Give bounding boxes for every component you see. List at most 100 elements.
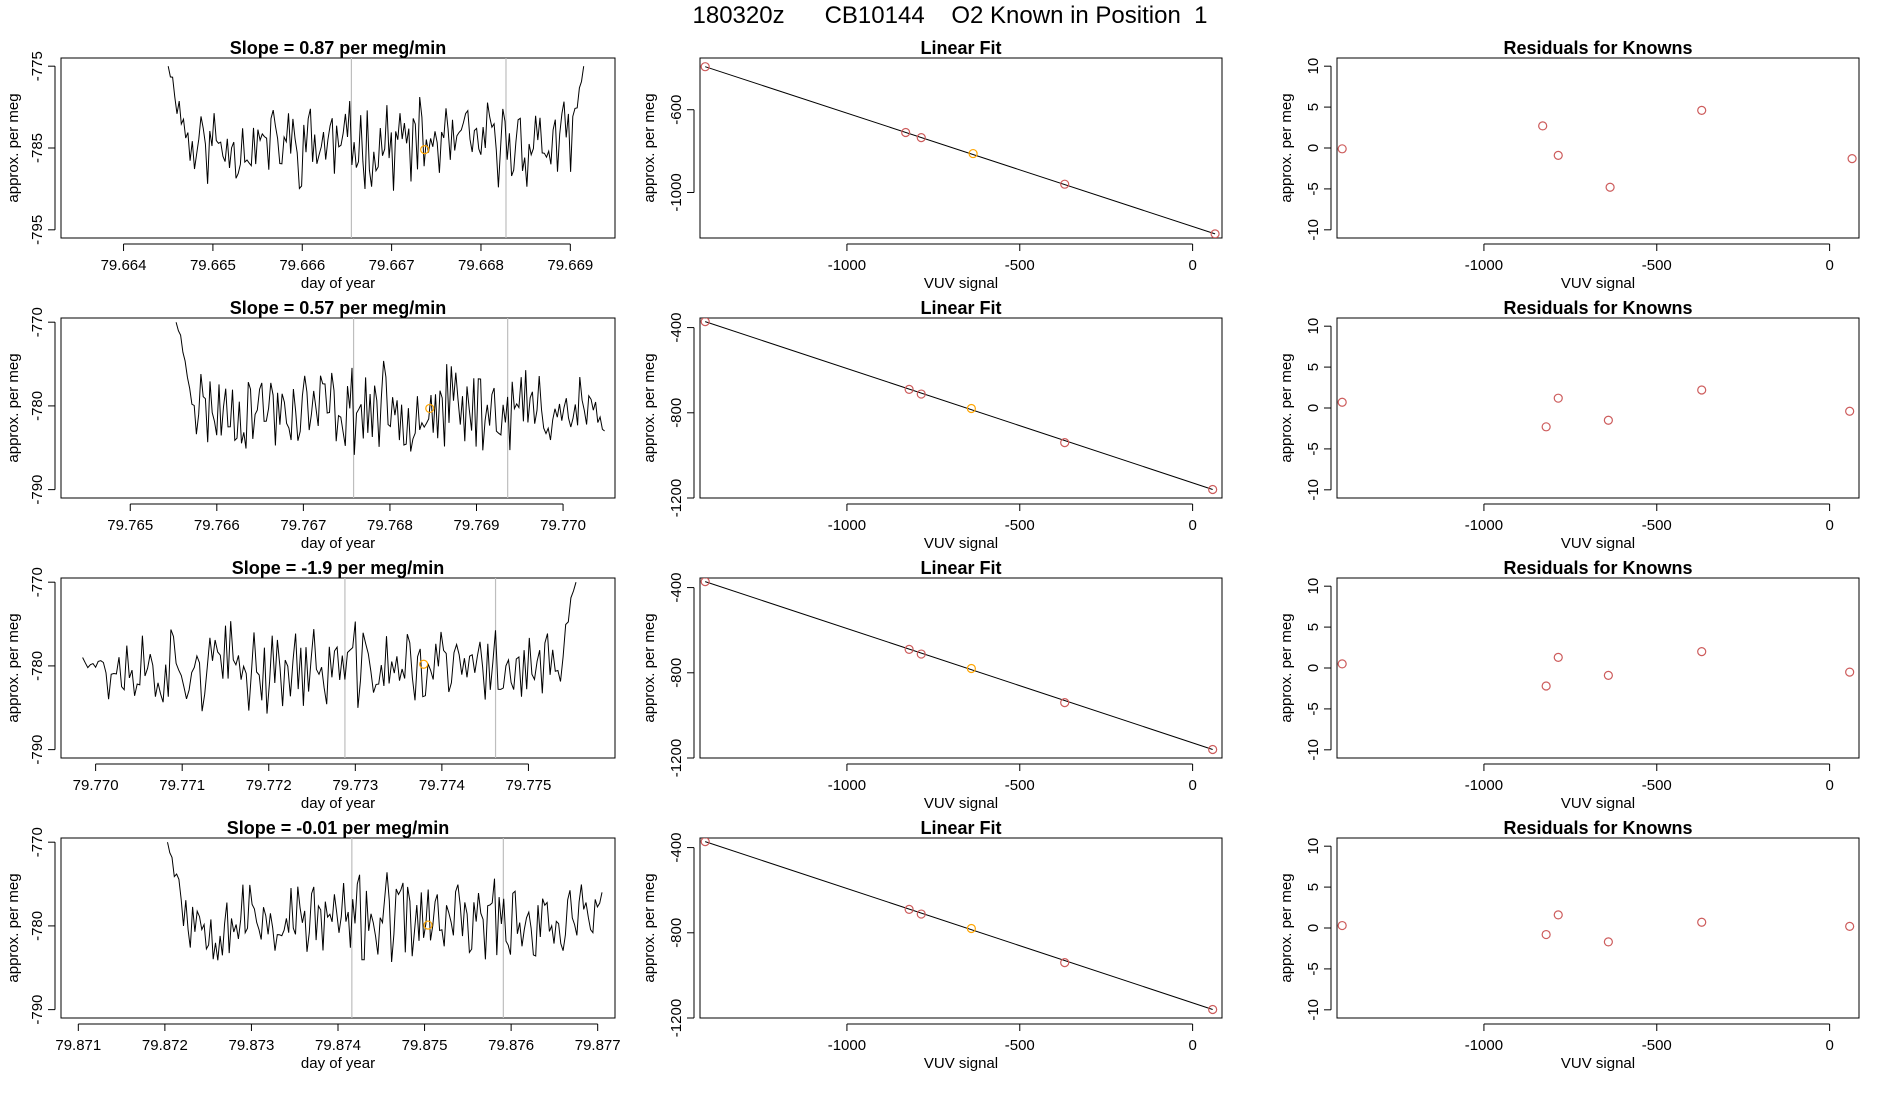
x-tick-label: 79.766 [194,517,240,534]
highlight-point [966,403,976,414]
plot-frame [1336,577,1860,759]
y-tick-label: 10 [1305,58,1322,75]
data-point [1060,958,1070,968]
data-point [1060,179,1070,189]
plot-area [175,318,605,498]
x-axis-label: day of year [301,1055,375,1072]
y-axis-label: approx. per meg [641,93,658,202]
y-tick-label: -10 [1305,999,1322,1021]
panel-title: Slope = -1.9 per meg/min [232,558,445,578]
plot-area [1337,647,1855,691]
x-tick-label: -1000 [828,777,866,794]
x-tick-label: 79.775 [505,777,551,794]
x-axis-label: VUV signal [924,535,998,552]
y-tick-label: -1000 [668,173,685,211]
x-tick-label: 79.772 [246,777,292,794]
y-tick-label: -600 [668,95,685,125]
data-point [1210,229,1220,238]
panel-r1-fit: Linear Fit -1000 -500 0 VUV signal -600 -1000 a… [641,38,1223,292]
plot-area [700,578,1218,755]
data-point [1603,670,1613,680]
y-axis-label: approx. per meg [5,873,22,982]
plot-area [700,838,1218,1015]
panel-title: Linear Fit [920,298,1001,318]
y-tick-label: 10 [1305,318,1322,335]
y-axis-label: approx. per meg [641,873,658,982]
x-tick-label: 79.873 [228,1037,274,1054]
data-point [1603,937,1613,947]
x-tick-label: -1000 [828,257,866,274]
x-tick-label: -500 [1642,1037,1672,1054]
y-tick-label: 0 [1305,144,1322,152]
x-tick-label: 79.769 [454,517,500,534]
plot-frame [1336,317,1860,499]
y-tick-label: -1200 [668,479,685,517]
highlight-point [966,663,976,674]
y-tick-label: 5 [1305,103,1322,111]
y-tick-label: -5 [1305,962,1322,975]
y-tick-label: -790 [29,995,46,1025]
plot-frame [60,57,616,239]
y-tick-label: 5 [1305,883,1322,891]
fit-line [705,841,1213,1010]
x-tick-label: 79.874 [315,1037,361,1054]
plot-area [1337,105,1857,192]
x-axis-label: day of year [301,535,375,552]
y-tick-label: -400 [668,833,685,863]
y-axis-label: approx. per meg [1278,613,1295,722]
plot-frame [699,577,1223,759]
data-point [916,649,926,659]
x-tick-label: 79.668 [458,257,504,274]
data-point [1847,154,1857,164]
x-axis-label: VUV signal [924,275,998,292]
x-tick-label: 0 [1825,517,1833,534]
data-point [904,384,914,394]
data-point [1337,920,1347,931]
panel-title: Slope = 0.57 per meg/min [230,298,447,318]
y-tick-label: -400 [668,573,685,603]
panel-r2-resid: Residuals for Knowns -1000 -500 0 VUV signal… [1278,298,1860,552]
data-point [1060,438,1070,448]
plot-frame [60,837,616,1019]
x-tick-label: 79.665 [190,257,236,274]
data-point [700,62,710,72]
data-point [1697,105,1707,115]
data-point [1603,415,1613,425]
x-tick-label: -1000 [1465,257,1503,274]
y-tick-label: -780 [29,391,46,421]
y-axis-label: approx. per meg [1278,873,1295,982]
x-tick-label: 79.875 [402,1037,448,1054]
x-tick-label: -1000 [1465,1037,1503,1054]
y-tick-label: -400 [668,313,685,343]
x-tick-label: 79.774 [419,777,465,794]
data-point [700,578,710,587]
plot-frame [1336,837,1860,1019]
data-point [1060,698,1070,708]
x-tick-label: 79.877 [575,1037,621,1054]
plot-area [700,62,1220,238]
x-tick-label: 0 [1825,257,1833,274]
x-tick-label: -1000 [1465,777,1503,794]
y-tick-label: -780 [29,911,46,941]
y-tick-label: 5 [1305,363,1322,371]
data-point [1208,744,1218,755]
panel-title: Residuals for Knowns [1503,558,1692,578]
panel-r4-slope: Slope = -0.01 per meg/min 79.871 79.872 79.… [5,818,621,1072]
panel-r3-slope: Slope = -1.9 per meg/min 79.770 79.771 79.7… [5,558,616,812]
y-tick-label: -1200 [668,999,685,1037]
x-tick-label: 0 [1188,777,1196,794]
data-point [1605,182,1615,192]
data-point [916,909,926,919]
highlight-point [966,923,976,934]
plot-area [700,318,1218,495]
x-tick-label: 79.765 [107,517,153,534]
highlight-point [425,403,435,414]
y-tick-label: -1200 [668,739,685,777]
x-tick-label: 79.773 [332,777,378,794]
x-tick-label: -500 [1005,257,1035,274]
time-series-line [167,842,603,963]
y-tick-label: -800 [668,918,685,948]
plot-area [1337,385,1855,432]
panel-title: Residuals for Knowns [1503,818,1692,838]
data-point [1337,659,1347,669]
